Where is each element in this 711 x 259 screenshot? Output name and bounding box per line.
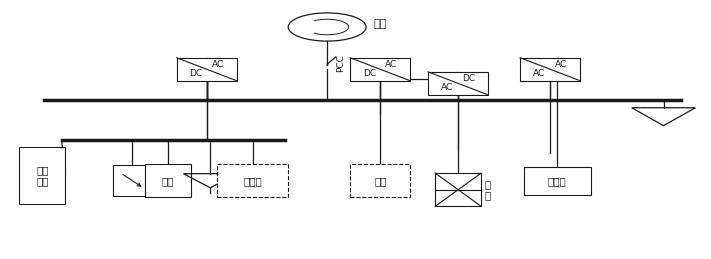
- Text: AC: AC: [385, 60, 397, 69]
- Text: DC: DC: [363, 69, 376, 78]
- Bar: [351, 164, 410, 197]
- Bar: [435, 173, 481, 206]
- Text: AC: AC: [555, 60, 567, 69]
- Bar: [176, 58, 237, 81]
- Text: 水轮机: 水轮机: [548, 176, 567, 186]
- Text: 电网: 电网: [373, 19, 387, 30]
- Text: DC: DC: [462, 74, 476, 83]
- Bar: [428, 72, 488, 95]
- Text: AC: AC: [442, 83, 454, 92]
- Bar: [218, 164, 288, 197]
- Bar: [520, 58, 580, 81]
- Text: 风
机: 风 机: [485, 179, 491, 200]
- Bar: [524, 167, 591, 195]
- Text: AC: AC: [533, 69, 545, 78]
- Text: 光伏: 光伏: [161, 176, 174, 186]
- Text: 蓄电池: 蓄电池: [243, 176, 262, 186]
- Text: AC: AC: [211, 60, 224, 69]
- Text: DC: DC: [189, 69, 203, 78]
- Text: 储能: 储能: [374, 176, 387, 186]
- Text: 直流
母线: 直流 母线: [36, 165, 49, 186]
- Bar: [145, 164, 191, 197]
- Bar: [113, 165, 152, 196]
- Bar: [19, 147, 65, 204]
- Text: PCC: PCC: [336, 54, 346, 72]
- Bar: [351, 58, 410, 81]
